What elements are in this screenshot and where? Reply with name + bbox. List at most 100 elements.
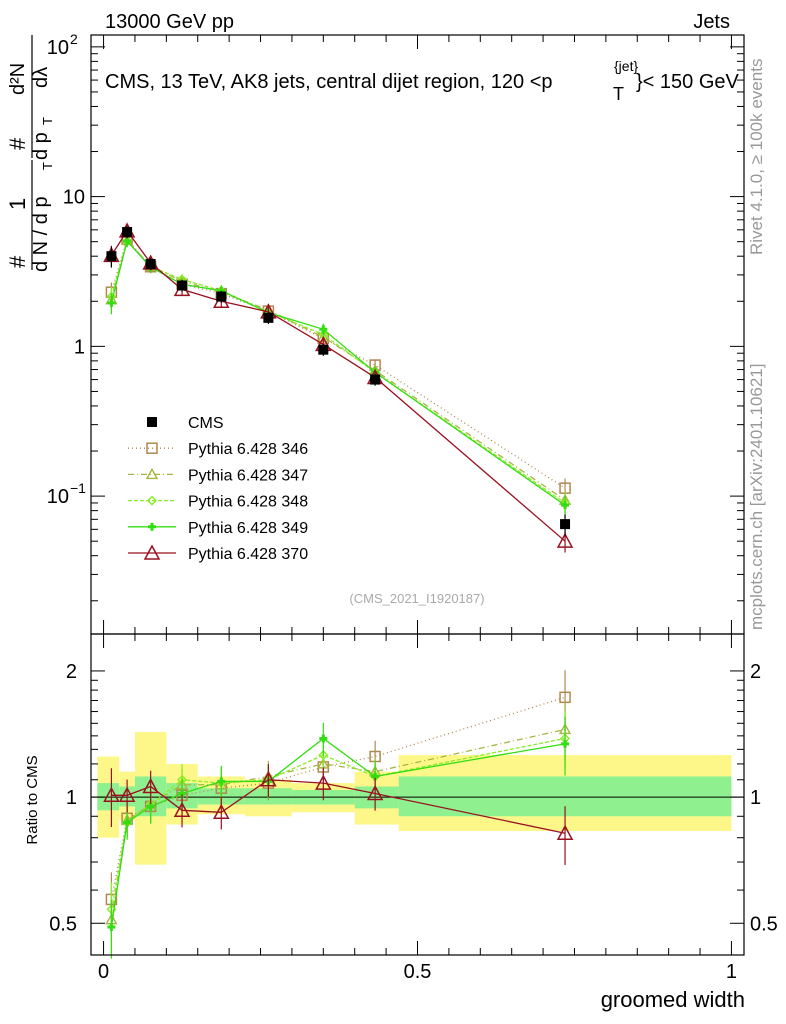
legend-marker-pythia-6-428-349 bbox=[148, 522, 156, 531]
main-ytick-base: 10 bbox=[47, 37, 69, 59]
ratio-point-pythia-6-428-348-6 bbox=[318, 750, 329, 761]
series-pythia-6-428-370 bbox=[103, 222, 574, 553]
ratio-ytick-label-right-2: 0.5 bbox=[750, 913, 778, 935]
legend-marker-pythia-6-428-347 bbox=[145, 467, 159, 480]
legend-label-pythia-6-428-347: Pythia 6.428 347 bbox=[188, 467, 308, 484]
main-ytick-exp: −1 bbox=[70, 480, 86, 496]
legend-marker-pythia-6-428-370 bbox=[143, 544, 161, 560]
ratio-point-pythia-6-428-370-1 bbox=[118, 786, 136, 803]
main-ytick-base: 10 bbox=[63, 187, 85, 209]
legend-entry-pythia-6-428-346: Pythia 6.428 346 bbox=[128, 441, 308, 458]
mcplots-label: mcplots.cern.ch [arXiv:2401.10621] bbox=[747, 364, 766, 630]
main-ylabel: # 1 d N / d p T # d²N d p T dλ bbox=[5, 35, 55, 272]
rivet-label: Rivet 4.1.0, ≥ 100k events bbox=[747, 59, 766, 255]
point-cms-4 bbox=[216, 291, 227, 302]
main-ytick-base: 10 bbox=[47, 486, 69, 508]
plot-title-end: }< 150 GeV bbox=[636, 71, 740, 93]
legend-entry-pythia-6-428-348: Pythia 6.428 348 bbox=[128, 494, 308, 511]
ylabel-dn: d N / d p bbox=[30, 196, 52, 272]
beam-label: 13000 GeV pp bbox=[105, 11, 234, 33]
point-pythia-6-428-349-8 bbox=[561, 501, 570, 510]
point-pythia-6-428-349-6 bbox=[319, 325, 328, 334]
ratio-ytick-label-right-0: 2 bbox=[750, 661, 761, 683]
source-reference: (CMS_2021_I1920187) bbox=[349, 591, 484, 606]
main-ytick-label-2: 1 bbox=[74, 336, 85, 358]
ylabel-hash-1: # bbox=[5, 255, 30, 268]
ratio-point-pythia-6-428-346-8 bbox=[559, 691, 571, 704]
ratio-point-pythia-6-428-370-3 bbox=[173, 801, 191, 818]
legend-label-cms: CMS bbox=[188, 415, 224, 432]
point-pythia-6-428-370-8 bbox=[556, 532, 574, 548]
group-label: Jets bbox=[693, 11, 730, 33]
plot-title-pt-sub: T bbox=[613, 84, 624, 104]
ylabel-dn-sub: T bbox=[40, 162, 55, 170]
legend: CMS Pythia 6.428 346 Pythia 6.428 347 Pythi… bbox=[128, 415, 308, 563]
legend-entry-pythia-6-428-370: Pythia 6.428 370 bbox=[128, 544, 308, 563]
ratio-ytick-label-left-2: 0.5 bbox=[49, 913, 77, 935]
ylabel-d2n: d²N bbox=[7, 63, 29, 95]
point-pythia-6-428-349-0 bbox=[107, 298, 116, 307]
ratio-point-pythia-6-428-349-0 bbox=[107, 922, 116, 931]
ratio-point-pythia-6-428-370-2 bbox=[142, 777, 159, 794]
ratio-point-pythia-6-428-349-2 bbox=[146, 802, 155, 811]
xtick-label-2: 1 bbox=[726, 961, 737, 983]
legend-marker-pythia-6-428-348 bbox=[147, 495, 157, 506]
ratio-pythia-6-428-349 bbox=[107, 716, 570, 959]
ratio-uncertainty-bands bbox=[91, 731, 744, 865]
ratio-point-pythia-6-428-370-7 bbox=[366, 784, 384, 801]
plot-title-start: CMS, 13 TeV, AK8 jets, central dijet reg… bbox=[105, 71, 553, 93]
ratio-point-pythia-6-428-370-0 bbox=[103, 786, 120, 803]
legend-label-pythia-6-428-348: Pythia 6.428 348 bbox=[188, 494, 308, 511]
main-ytick-base: 1 bbox=[74, 336, 85, 358]
ratio-point-pythia-6-428-370-4 bbox=[213, 803, 230, 820]
ylabel-dpt-sub: T bbox=[40, 117, 55, 125]
legend-marker-cms bbox=[147, 417, 157, 427]
point-cms-2 bbox=[145, 258, 156, 269]
point-cms-3 bbox=[177, 280, 188, 291]
ratio-point-pythia-6-428-370-5 bbox=[260, 771, 277, 787]
ylabel-hash-2: # bbox=[5, 137, 30, 150]
legend-label-pythia-6-428-346: Pythia 6.428 346 bbox=[188, 441, 308, 458]
series-pythia-6-428-347 bbox=[105, 233, 572, 512]
plot-title: CMS, 13 TeV, AK8 jets, central dijet reg… bbox=[105, 58, 740, 104]
legend-label-pythia-6-428-370: Pythia 6.428 370 bbox=[188, 546, 308, 563]
legend-entry-cms: CMS bbox=[147, 415, 224, 432]
point-cms-7 bbox=[370, 374, 381, 385]
xtick-label-1: 0.5 bbox=[404, 961, 432, 983]
ratio-point-pythia-6-428-370-8 bbox=[556, 824, 574, 840]
ratio-point-pythia-6-428-370-6 bbox=[315, 774, 332, 790]
ratio-point-pythia-6-428-349-1 bbox=[123, 818, 132, 827]
main-ytick-label-0: 10 2 bbox=[47, 31, 78, 59]
ratio-line-pythia-6-428-347 bbox=[110, 728, 566, 920]
ratio-ylabel: Ratio to CMS bbox=[24, 755, 41, 844]
point-cms-5 bbox=[263, 312, 274, 323]
point-cms-0 bbox=[106, 251, 117, 262]
legend-label-pythia-6-428-349: Pythia 6.428 349 bbox=[188, 520, 308, 537]
main-series bbox=[103, 222, 574, 553]
main-ytick-label-1: 10 bbox=[63, 187, 85, 209]
ratio-point-pythia-6-428-349-4 bbox=[217, 777, 226, 786]
main-frame bbox=[90, 34, 745, 635]
point-cms-6 bbox=[318, 344, 329, 355]
ratio-point-pythia-6-428-349-6 bbox=[319, 734, 328, 743]
legend-entry-pythia-6-428-349: Pythia 6.428 349 bbox=[128, 520, 308, 537]
x-axis-label: groomed width bbox=[601, 987, 745, 1012]
ratio-point-pythia-6-428-349-8 bbox=[561, 739, 570, 748]
legend-entry-pythia-6-428-347: Pythia 6.428 347 bbox=[128, 467, 308, 484]
ratio-pythia-6-428-370 bbox=[103, 764, 574, 865]
main-ytick-label-3: 10 −1 bbox=[47, 480, 86, 508]
ylabel-dpt: d p bbox=[30, 132, 52, 160]
series-pythia-6-428-348 bbox=[106, 235, 571, 515]
ratio-ytick-label-right-1: 1 bbox=[750, 787, 761, 809]
ratio-ytick-label-left-1: 1 bbox=[66, 787, 77, 809]
plot-title-pt-sup: {jet} bbox=[614, 58, 638, 74]
legend-marker-pythia-6-428-346 bbox=[146, 442, 158, 454]
ratio-series bbox=[103, 670, 574, 959]
series-cms bbox=[106, 226, 571, 536]
point-cms-8 bbox=[560, 519, 571, 530]
ratio-ytick-label-left-0: 2 bbox=[66, 661, 77, 683]
main-ytick-exp: 2 bbox=[70, 31, 78, 47]
point-cms-1 bbox=[122, 227, 133, 238]
line-pythia-6-428-346 bbox=[110, 237, 566, 489]
